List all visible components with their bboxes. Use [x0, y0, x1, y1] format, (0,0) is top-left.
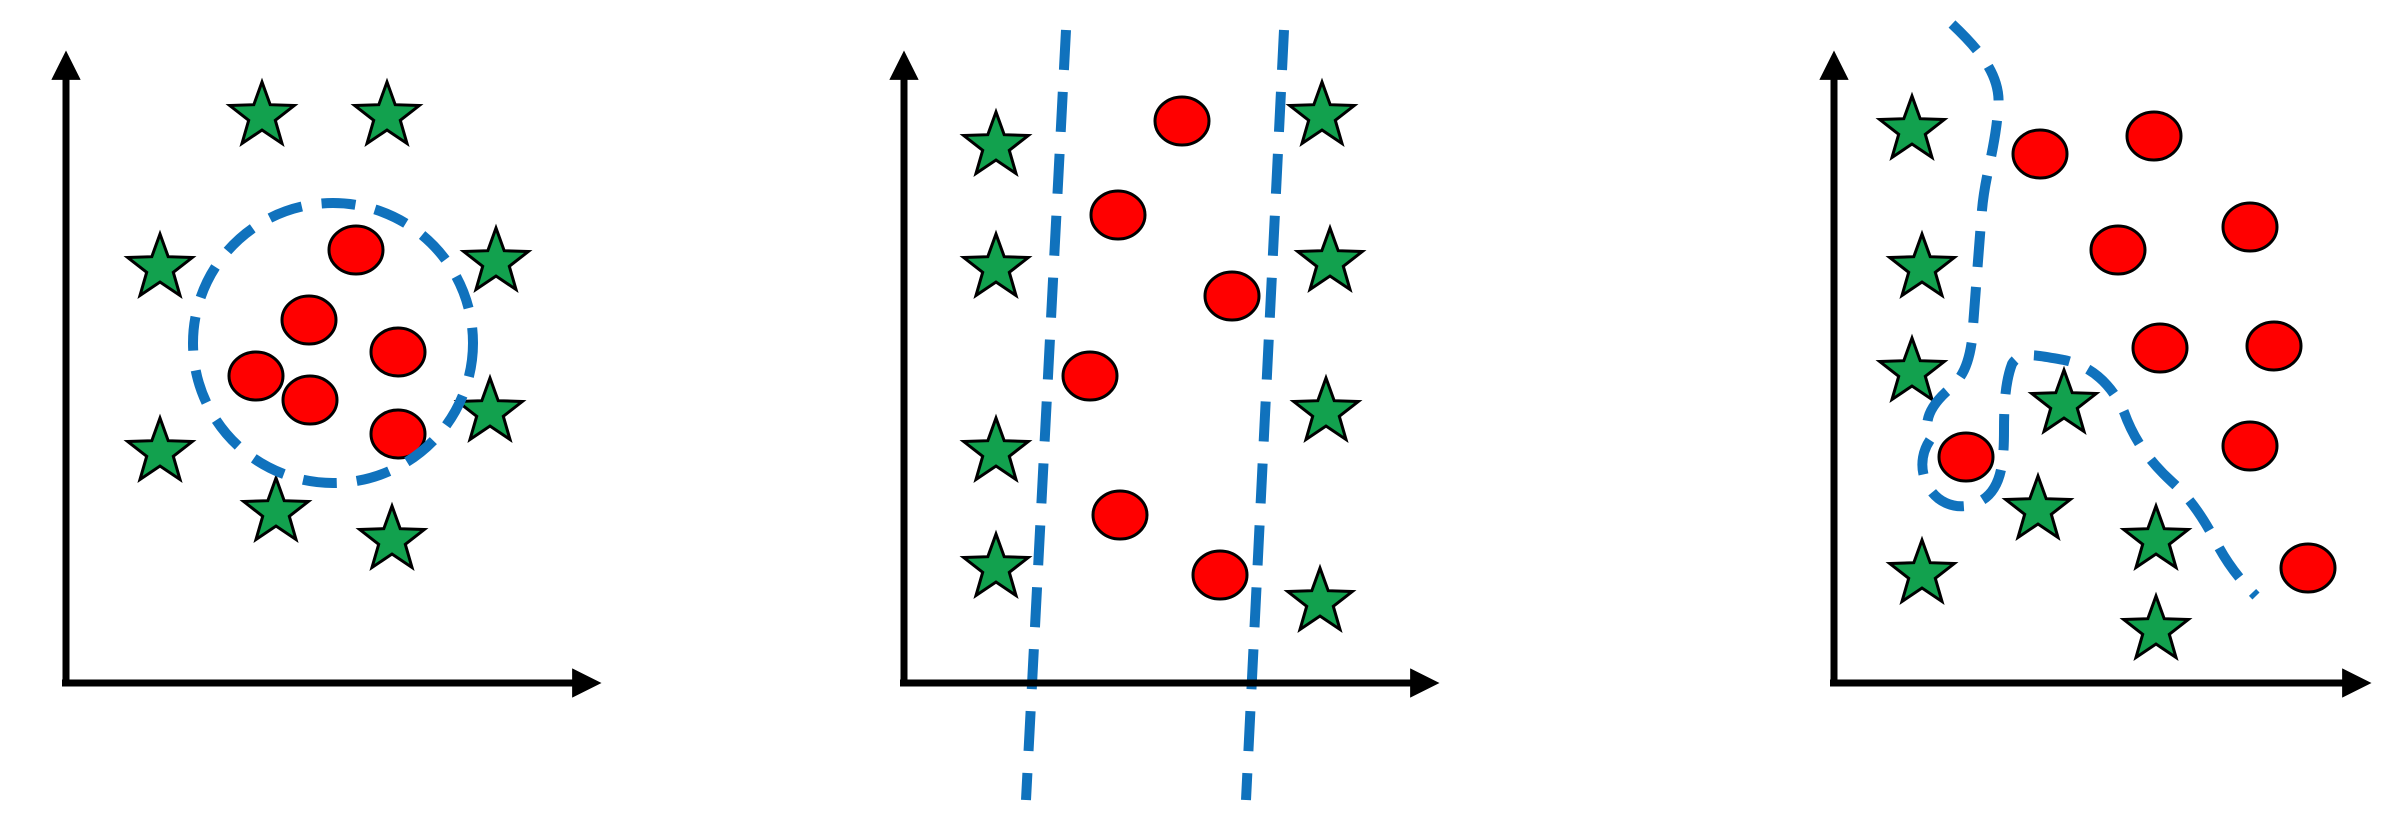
- green-star-point: [1885, 229, 1959, 300]
- green-star-point: [2119, 591, 2193, 662]
- green-star-point: [959, 107, 1033, 178]
- green-star-point: [123, 413, 197, 484]
- green-star-point: [225, 77, 299, 148]
- green-star-point: [2119, 501, 2193, 572]
- panel-1: [51, 50, 602, 698]
- green-star-point: [1875, 91, 1949, 162]
- red-circle-point: [369, 408, 427, 460]
- red-circle-point: [227, 350, 285, 402]
- red-circle-point: [280, 294, 338, 346]
- red-circle-point: [1091, 489, 1149, 541]
- green-star-point: [1285, 77, 1359, 148]
- red-circle-point: [1191, 549, 1249, 601]
- red-circle-point: [369, 326, 427, 378]
- green-star-point: [350, 77, 424, 148]
- green-star-point: [2027, 365, 2101, 436]
- red-circle-point: [281, 374, 339, 426]
- red-circle-point: [1153, 95, 1211, 147]
- panel-2: [889, 29, 1440, 801]
- green-star-point: [1885, 535, 1959, 606]
- green-star-point: [959, 229, 1033, 300]
- red-circle-point: [1203, 270, 1261, 322]
- red-circle-point: [2125, 110, 2183, 162]
- decision-boundary-curve-outer: [1922, 20, 2004, 442]
- axes: [51, 50, 602, 698]
- decision-boundary-circle: [188, 198, 478, 488]
- red-circle-point: [2089, 224, 2147, 276]
- axes: [889, 50, 1440, 698]
- red-circle-point: [1061, 350, 1119, 402]
- decision-boundary-curve-inner: [1917, 350, 2260, 600]
- decision-boundary-line-right: [1241, 29, 1289, 801]
- axes: [1819, 50, 2372, 698]
- red-circle-point: [2221, 201, 2279, 253]
- green-star-point: [1283, 563, 1357, 634]
- red-circle-point: [327, 224, 385, 276]
- green-star-point: [239, 473, 313, 544]
- red-circle-point: [2245, 320, 2303, 372]
- red-circle-point: [1089, 189, 1147, 241]
- red-circle-point: [2221, 420, 2279, 472]
- green-star-point: [123, 229, 197, 300]
- green-star-point: [459, 223, 533, 294]
- green-star-point: [1289, 373, 1363, 444]
- green-star-point: [1875, 333, 1949, 404]
- panel-3: [1819, 20, 2372, 698]
- red-circle-point: [2279, 542, 2337, 594]
- red-circle-point: [2131, 322, 2189, 374]
- green-star-point: [355, 501, 429, 572]
- red-circle-point: [2011, 128, 2069, 180]
- green-star-point: [2001, 471, 2075, 542]
- green-star-point: [959, 413, 1033, 484]
- red-circle-point: [1937, 431, 1995, 483]
- decision-boundary-line-left: [1021, 29, 1071, 801]
- green-star-point: [1293, 223, 1367, 294]
- green-star-point: [959, 529, 1033, 600]
